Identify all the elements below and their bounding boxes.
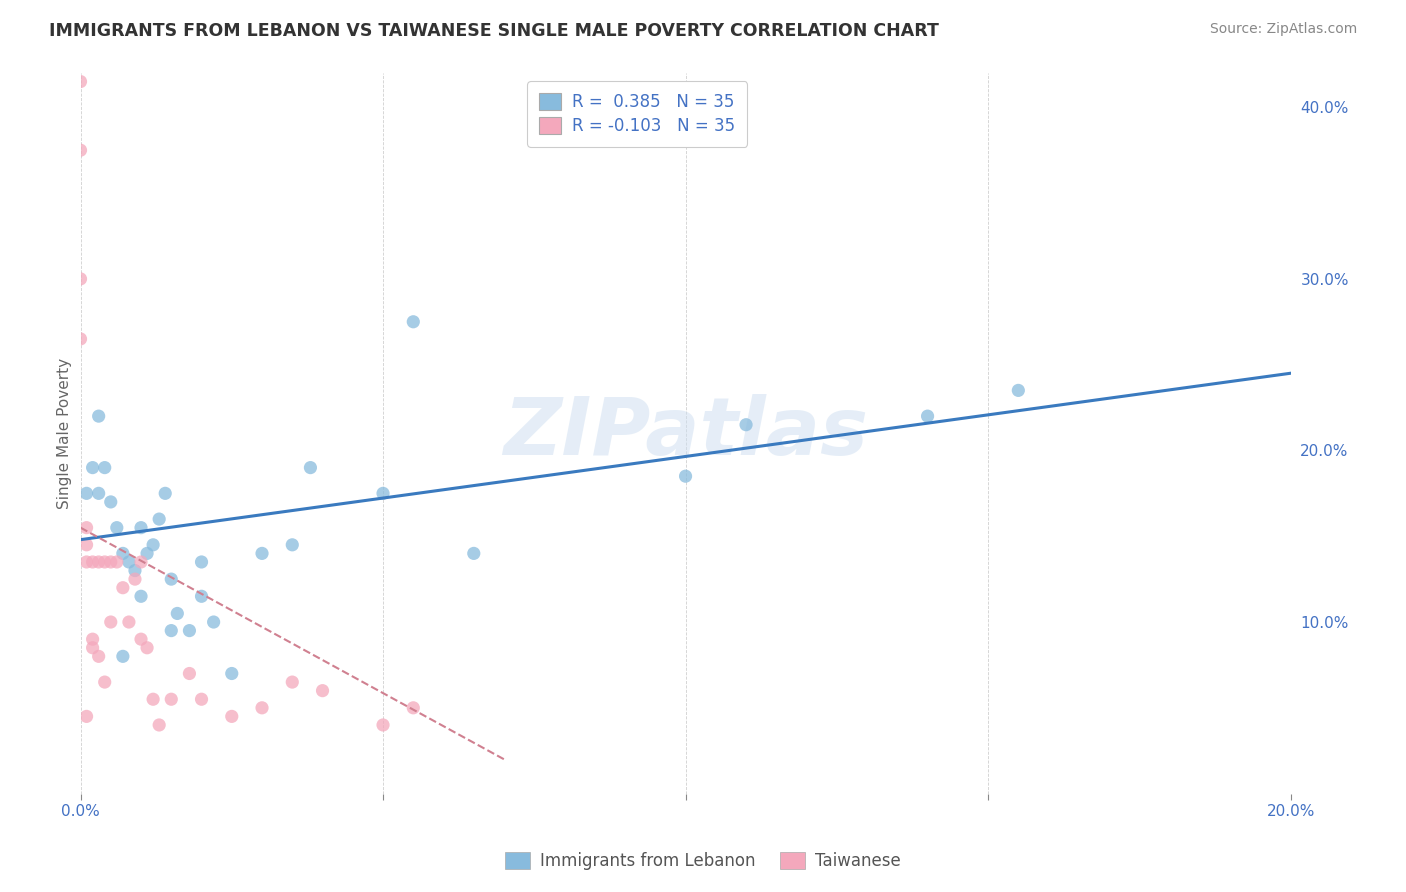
Point [281, 675, 304, 690]
Point [250, 546, 273, 560]
Point [76, 709, 98, 723]
Point [675, 469, 697, 483]
Point [160, 624, 183, 638]
Point [148, 718, 170, 732]
Point [93, 555, 115, 569]
Point [129, 589, 152, 603]
Point [111, 581, 134, 595]
Point [190, 555, 212, 569]
Point [402, 701, 425, 715]
Point [87, 486, 110, 500]
Point [124, 572, 146, 586]
Point [250, 701, 273, 715]
Point [166, 607, 188, 621]
Point [299, 460, 322, 475]
Point [142, 692, 165, 706]
Text: IMMIGRANTS FROM LEBANON VS TAIWANESE SINGLE MALE POVERTY CORRELATION CHART: IMMIGRANTS FROM LEBANON VS TAIWANESE SIN… [49, 22, 939, 40]
Point [69, 143, 91, 157]
Point [93, 675, 115, 690]
Point [190, 589, 212, 603]
Point [148, 512, 170, 526]
Point [202, 615, 225, 629]
Point [100, 495, 122, 509]
Point [190, 692, 212, 706]
Point [76, 486, 98, 500]
Point [111, 649, 134, 664]
Point [76, 555, 98, 569]
Point [69, 74, 91, 88]
Point [129, 521, 152, 535]
Point [463, 546, 485, 560]
Point [371, 486, 394, 500]
Point [129, 632, 152, 647]
Point [82, 640, 104, 655]
Point [221, 709, 243, 723]
Point [136, 640, 159, 655]
Point [136, 546, 159, 560]
Point [917, 409, 939, 424]
Text: ZIPatlas: ZIPatlas [503, 394, 868, 472]
Point [155, 486, 177, 500]
Point [100, 555, 122, 569]
Text: Source: ZipAtlas.com: Source: ZipAtlas.com [1209, 22, 1357, 37]
Point [87, 555, 110, 569]
Point [69, 332, 91, 346]
Point [1007, 384, 1029, 398]
Point [179, 666, 201, 681]
Legend: Immigrants from Lebanon, Taiwanese: Immigrants from Lebanon, Taiwanese [498, 845, 908, 877]
Point [735, 417, 758, 432]
Point [111, 546, 134, 560]
Point [118, 615, 141, 629]
Point [76, 521, 98, 535]
Point [82, 460, 104, 475]
Legend: R =  0.385   N = 35, R = -0.103   N = 35: R = 0.385 N = 35, R = -0.103 N = 35 [527, 81, 747, 147]
Point [281, 538, 304, 552]
Point [93, 460, 115, 475]
Point [87, 409, 110, 424]
Y-axis label: Single Male Poverty: Single Male Poverty [58, 358, 72, 508]
Point [87, 649, 110, 664]
Point [100, 615, 122, 629]
Point [371, 718, 394, 732]
Point [76, 538, 98, 552]
Point [160, 572, 183, 586]
Point [105, 555, 128, 569]
Point [311, 683, 333, 698]
Point [124, 564, 146, 578]
Point [129, 555, 152, 569]
Point [142, 538, 165, 552]
Point [105, 521, 128, 535]
Point [179, 624, 201, 638]
Point [82, 555, 104, 569]
Point [160, 692, 183, 706]
Point [402, 315, 425, 329]
Point [118, 555, 141, 569]
Point [69, 272, 91, 286]
Point [82, 632, 104, 647]
Point [221, 666, 243, 681]
